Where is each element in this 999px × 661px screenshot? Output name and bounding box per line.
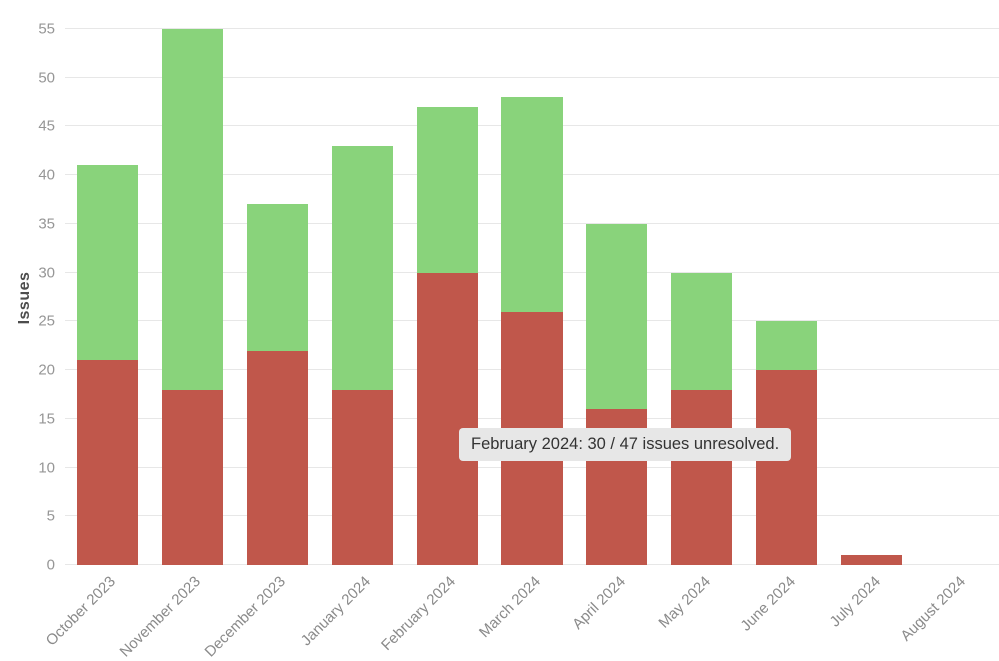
y-tick-label: 25 [38,312,55,330]
bar-segment-resolved[interactable] [246,204,308,351]
x-tick-label: December 2023 [201,573,290,661]
y-tick-label: 20 [38,361,55,379]
x-tick-label: January 2024 [297,573,375,650]
bar-segment-resolved[interactable] [76,165,139,361]
x-tick-label: April 2024 [569,573,629,633]
bar-segment-resolved[interactable] [671,272,733,390]
y-tick-label: 35 [38,215,55,233]
bar-segment-unresolved[interactable] [671,389,733,565]
x-tick-label: July 2024 [826,573,884,631]
x-tick-label: November 2023 [116,573,205,661]
bar-group[interactable] [574,29,659,565]
bar-group[interactable] [490,29,575,565]
stacked-bar-chart: Issues 0 5 10 15 20 25 30 35 40 45 50 55 October 20… [0,22,999,660]
y-tick-label: 10 [38,459,55,477]
bars-container [65,29,999,565]
y-axis: 0 5 10 15 20 25 30 35 40 45 50 55 [0,22,55,573]
bar-segment-unresolved[interactable] [841,555,903,565]
x-tick-label: May 2024 [655,573,714,632]
bar-group[interactable] [405,29,490,565]
bar-group[interactable] [659,29,744,565]
bar-group[interactable] [829,29,914,565]
y-tick-label: 45 [38,117,55,135]
x-tick-label: March 2024 [475,573,545,642]
bar-segment-resolved[interactable] [161,29,223,390]
bar-group[interactable] [65,29,150,565]
y-tick-label: 55 [38,20,55,38]
y-tick-label: 30 [38,264,55,282]
bar-segment-resolved[interactable] [416,106,478,273]
bar-segment-resolved[interactable] [756,321,818,371]
bar-segment-unresolved[interactable] [161,389,223,565]
bar-group[interactable] [235,29,320,565]
bar-segment-unresolved[interactable] [246,350,308,565]
bar-segment-unresolved[interactable] [76,360,139,565]
x-tick-label: June 2024 [737,573,799,635]
y-tick-label: 50 [38,69,55,87]
tooltip: February 2024: 30 / 47 issues unresolved… [459,428,792,461]
bar-group[interactable] [914,29,999,565]
bar-group[interactable] [150,29,235,565]
bar-segment-unresolved[interactable] [331,389,393,565]
gridline [65,28,999,29]
plot-area [65,28,999,565]
x-axis: October 2023 November 2023 December 2023 Ja… [43,573,999,660]
y-tick-label: 40 [38,166,55,184]
bar-segment-resolved[interactable] [586,223,648,410]
bar-segment-unresolved[interactable] [756,370,818,565]
y-tick-label: 5 [46,507,55,525]
gridline [65,76,999,78]
bar-segment-unresolved[interactable] [416,272,478,565]
x-tick-label: February 2024 [378,573,460,655]
x-tick-label: August 2024 [896,573,969,645]
y-tick-label: 15 [38,410,55,428]
y-tick-label: 0 [46,556,55,574]
bar-segment-resolved[interactable] [501,97,563,312]
bar-group[interactable] [320,29,405,565]
x-tick-label: October 2023 [43,573,120,650]
bar-segment-resolved[interactable] [331,145,393,390]
bar-group[interactable] [744,29,829,565]
